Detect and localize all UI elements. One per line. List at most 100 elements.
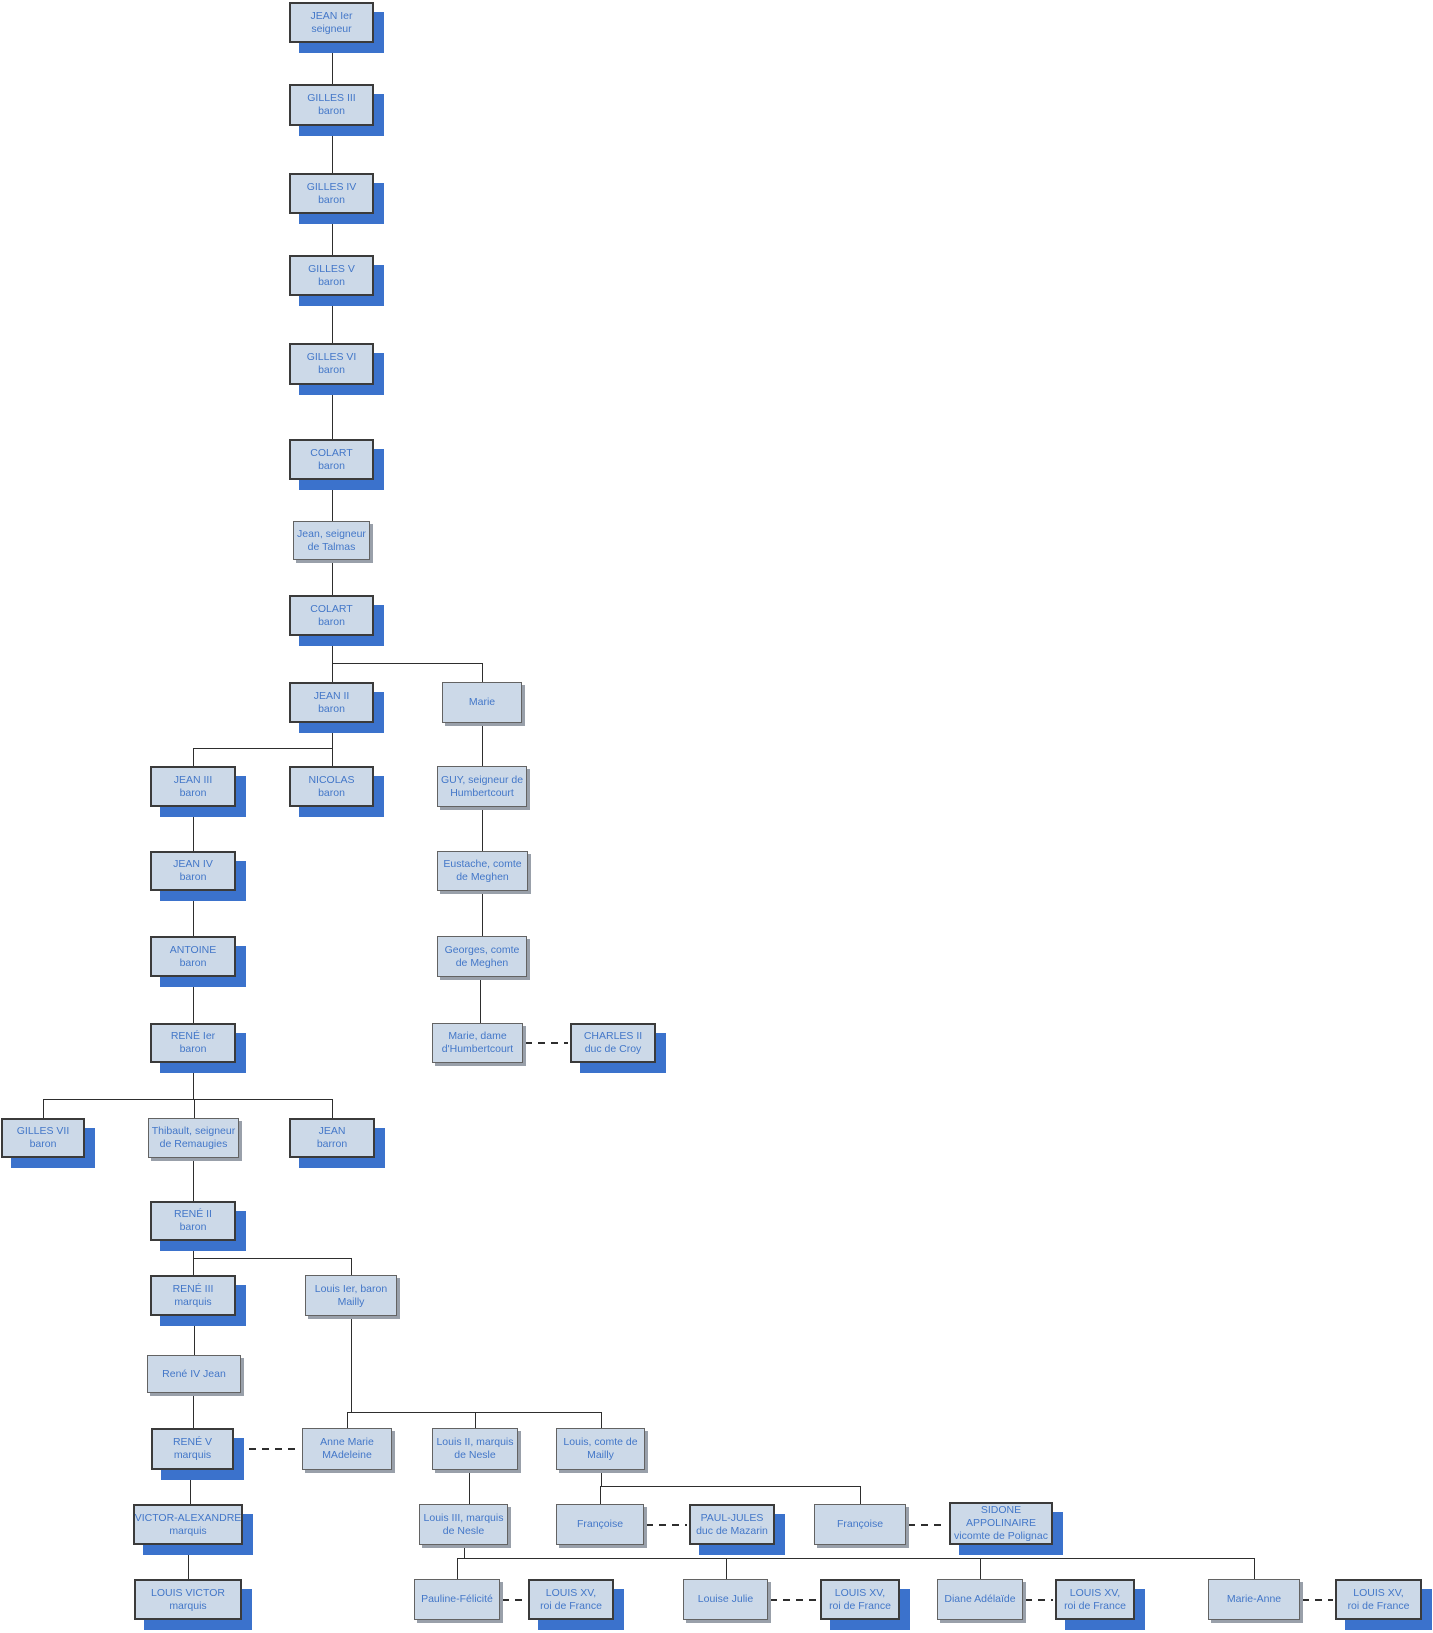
person-node-gilles6[interactable]: GILLES VI baron bbox=[289, 343, 374, 385]
person-node-jean1[interactable]: JEAN Ier seigneur bbox=[289, 2, 374, 43]
person-node-jean4[interactable]: JEAN IV baron bbox=[150, 851, 236, 891]
person-node-paul_jules[interactable]: PAUL-JULES duc de Mazarin bbox=[689, 1504, 775, 1545]
descent-branch-connector bbox=[600, 1486, 860, 1487]
person-name-line: RENÉ V bbox=[172, 1436, 213, 1448]
person-name-line: Anne Marie bbox=[320, 1436, 374, 1448]
person-node-anne_marie[interactable]: Anne Marie MAdeleine bbox=[302, 1428, 392, 1470]
descent-connector bbox=[194, 1316, 195, 1355]
person-name-line: Mailly bbox=[337, 1295, 365, 1308]
person-name-line: RENÉ Ier bbox=[170, 1030, 216, 1042]
descent-connector bbox=[193, 748, 194, 766]
person-name-line: de Meghen bbox=[456, 871, 509, 883]
marriage-connector bbox=[1025, 1599, 1053, 1601]
descent-connector bbox=[193, 891, 194, 936]
person-name-line: Louise Julie bbox=[697, 1593, 754, 1605]
descent-connector bbox=[600, 1486, 601, 1504]
person-name-line: de Remaugies bbox=[159, 1138, 228, 1150]
person-node-louis3[interactable]: Louis III, marquis de Nesle bbox=[419, 1504, 508, 1545]
person-node-louis1[interactable]: Louis Ier, baron Mailly bbox=[305, 1275, 397, 1316]
descent-connector bbox=[601, 1412, 602, 1428]
person-name-line: René IV Jean bbox=[162, 1367, 226, 1380]
person-name-line: Pauline-Félicité bbox=[421, 1593, 493, 1605]
person-node-rene1[interactable]: RENÉ Ier baron bbox=[150, 1023, 236, 1063]
person-name-line: Diane Adélaïde bbox=[944, 1593, 1016, 1605]
descent-connector bbox=[332, 126, 333, 173]
person-name-line: Eustache, comte bbox=[443, 858, 522, 870]
person-name-line: roi de France bbox=[1064, 1599, 1126, 1612]
person-node-jean_talmas[interactable]: Jean, seigneur de Talmas bbox=[293, 521, 370, 560]
descent-connector bbox=[860, 1486, 861, 1504]
person-node-eustache[interactable]: Eustache, comte de Meghen bbox=[437, 851, 528, 891]
person-node-thibault[interactable]: Thibault, seigneur de Remaugies bbox=[148, 1118, 239, 1158]
person-name-line: roi de France bbox=[540, 1599, 602, 1612]
person-node-jean2[interactable]: JEAN II baron bbox=[289, 682, 374, 723]
person-node-rene3[interactable]: RENÉ III marquis bbox=[150, 1275, 236, 1316]
person-node-sidone[interactable]: SIDONE APPOLINAIRE vicomte de Polignac bbox=[949, 1502, 1053, 1545]
person-node-gilles4[interactable]: GILLES IV baron bbox=[289, 173, 374, 214]
person-name-line: seigneur bbox=[311, 22, 352, 35]
person-node-louis_mailly[interactable]: Louis, comte de Mailly bbox=[556, 1428, 645, 1470]
person-node-gilles7[interactable]: GILLES VII baron bbox=[1, 1118, 85, 1158]
descent-connector bbox=[980, 1558, 981, 1579]
person-node-charles2[interactable]: CHARLES II duc de Croy bbox=[570, 1023, 656, 1063]
person-name-line: JEAN IV bbox=[173, 858, 213, 870]
descent-connector bbox=[351, 1316, 352, 1412]
descent-connector bbox=[332, 560, 333, 595]
person-node-jean_barron[interactable]: JEAN barron bbox=[289, 1118, 375, 1158]
descent-connector bbox=[190, 1470, 191, 1504]
person-node-louis_xv_3[interactable]: LOUIS XV, roi de France bbox=[1055, 1579, 1135, 1620]
person-node-gilles3[interactable]: GILLES III baron bbox=[289, 84, 374, 126]
person-node-francoise2[interactable]: Françoise bbox=[814, 1504, 906, 1545]
person-name-line: roi de France bbox=[1347, 1599, 1410, 1612]
person-name-line: Louis II, marquis bbox=[436, 1436, 514, 1448]
person-name-line: Louis Ier, baron bbox=[314, 1282, 388, 1295]
person-node-rene4[interactable]: René IV Jean bbox=[147, 1355, 241, 1393]
person-node-guy[interactable]: GUY, seigneur de Humbertcourt bbox=[437, 766, 527, 807]
person-node-louis_victor[interactable]: LOUIS VICTOR marquis bbox=[134, 1579, 242, 1620]
descent-connector bbox=[193, 1158, 194, 1201]
person-name-line: baron bbox=[179, 1221, 207, 1233]
person-node-rene2[interactable]: RENÉ II baron bbox=[150, 1201, 236, 1241]
person-name-line: baron bbox=[318, 275, 345, 288]
person-node-louise_julie[interactable]: Louise Julie bbox=[683, 1579, 768, 1620]
person-node-nicolas[interactable]: NICOLAS baron bbox=[289, 766, 374, 807]
person-node-georges[interactable]: Georges, comte de Meghen bbox=[437, 936, 527, 977]
person-node-marie_anne[interactable]: Marie-Anne bbox=[1208, 1579, 1300, 1620]
person-node-pauline[interactable]: Pauline-Félicité bbox=[414, 1579, 500, 1620]
person-node-antoine[interactable]: ANTOINE baron bbox=[150, 936, 236, 977]
descent-branch-connector bbox=[43, 1099, 332, 1100]
person-node-louis_xv_2[interactable]: LOUIS XV, roi de France bbox=[820, 1579, 900, 1620]
person-name-line: baron bbox=[318, 364, 345, 376]
descent-connector bbox=[193, 1241, 194, 1258]
person-name-line: SIDONE bbox=[980, 1504, 1022, 1516]
person-node-jean3[interactable]: JEAN III baron bbox=[150, 766, 236, 807]
person-node-victor_alexandre[interactable]: VICTOR-ALEXANDRE marquis bbox=[133, 1504, 243, 1545]
person-node-marie_humbert[interactable]: Marie, dame d'Humbertcourt bbox=[432, 1023, 523, 1063]
person-node-louis_xv_1[interactable]: LOUIS XV, roi de France bbox=[528, 1579, 614, 1620]
person-node-marie[interactable]: Marie bbox=[442, 682, 522, 723]
person-name-line: duc de Mazarin bbox=[696, 1524, 768, 1537]
descent-connector bbox=[332, 214, 333, 255]
person-node-louis_xv_4[interactable]: LOUIS XV, roi de France bbox=[1335, 1579, 1422, 1620]
person-name-line: duc de Croy bbox=[584, 1043, 642, 1055]
person-node-louis2[interactable]: Louis II, marquis de Nesle bbox=[432, 1428, 518, 1470]
person-name-line: vicomte de Polignac bbox=[954, 1530, 1048, 1542]
person-name-line: VICTOR-ALEXANDRE bbox=[134, 1511, 242, 1524]
person-name-line: Françoise bbox=[576, 1518, 624, 1530]
person-name-line: GILLES IV bbox=[306, 180, 357, 193]
person-name-line: Mailly bbox=[587, 1449, 614, 1461]
person-name-line: barron bbox=[316, 1138, 348, 1150]
person-node-colart1[interactable]: COLART baron bbox=[289, 439, 374, 480]
descent-connector bbox=[457, 1558, 458, 1579]
person-node-colart2[interactable]: COLART baron bbox=[289, 595, 374, 636]
person-name-line: GILLES VII bbox=[16, 1125, 70, 1137]
marriage-connector bbox=[1302, 1599, 1333, 1601]
person-node-francoise1[interactable]: Françoise bbox=[556, 1504, 644, 1545]
marriage-connector bbox=[236, 1448, 300, 1450]
descent-branch-connector bbox=[457, 1558, 1254, 1559]
descent-connector bbox=[482, 723, 483, 766]
person-node-diane[interactable]: Diane Adélaïde bbox=[937, 1579, 1023, 1620]
descent-connector bbox=[347, 1412, 348, 1428]
